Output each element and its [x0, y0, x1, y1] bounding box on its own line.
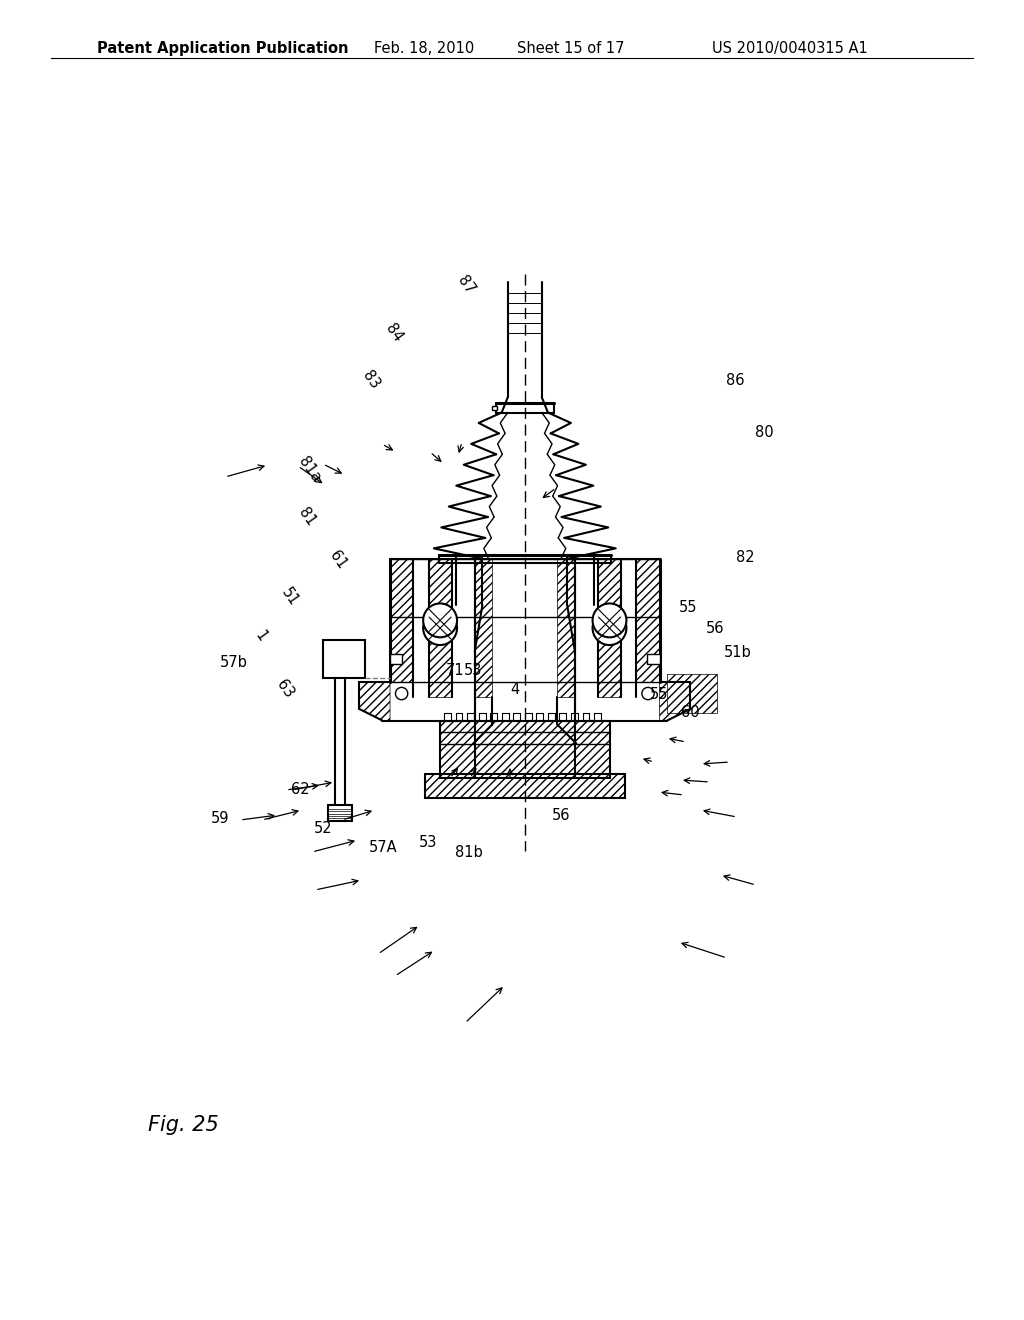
Polygon shape: [390, 558, 413, 616]
Circle shape: [423, 611, 457, 645]
Text: 81: 81: [296, 506, 318, 529]
Polygon shape: [492, 405, 497, 411]
Text: 60: 60: [681, 705, 699, 721]
Circle shape: [593, 603, 627, 638]
Circle shape: [395, 688, 408, 700]
Polygon shape: [440, 721, 609, 779]
Polygon shape: [637, 558, 659, 616]
Text: 56: 56: [552, 808, 570, 824]
Circle shape: [642, 688, 654, 700]
Text: 82: 82: [736, 549, 755, 565]
Text: 59: 59: [211, 810, 229, 826]
Text: 52: 52: [314, 821, 333, 837]
Text: 61: 61: [327, 548, 349, 572]
Text: 53: 53: [419, 834, 437, 850]
Text: 71: 71: [445, 663, 464, 678]
Text: 1: 1: [252, 628, 270, 644]
Polygon shape: [475, 558, 493, 697]
Text: 83: 83: [359, 368, 382, 392]
Text: 57A: 57A: [369, 840, 397, 855]
Text: 55: 55: [679, 599, 697, 615]
Polygon shape: [647, 655, 659, 664]
Text: US 2010/0040315 A1: US 2010/0040315 A1: [712, 41, 867, 55]
Polygon shape: [557, 558, 574, 697]
Polygon shape: [567, 558, 574, 651]
Text: 87: 87: [455, 273, 477, 297]
Text: 51: 51: [279, 585, 301, 609]
Text: 56: 56: [706, 620, 724, 636]
Text: Feb. 18, 2010: Feb. 18, 2010: [374, 41, 474, 55]
Text: 86: 86: [726, 372, 744, 388]
Text: Patent Application Publication: Patent Application Publication: [97, 41, 349, 55]
Polygon shape: [659, 682, 690, 721]
Polygon shape: [359, 682, 390, 721]
Polygon shape: [390, 655, 402, 664]
Text: 81b: 81b: [455, 845, 483, 861]
Text: 51b: 51b: [723, 644, 752, 660]
Text: 55: 55: [650, 686, 669, 702]
Text: 84: 84: [383, 321, 406, 345]
Text: 57b: 57b: [219, 655, 248, 671]
Circle shape: [593, 611, 627, 645]
Polygon shape: [637, 616, 659, 682]
Text: 62: 62: [291, 781, 309, 797]
Polygon shape: [429, 616, 452, 697]
Polygon shape: [598, 616, 621, 697]
Polygon shape: [425, 775, 625, 797]
Text: 4: 4: [510, 681, 520, 697]
Text: 80: 80: [755, 425, 773, 441]
Polygon shape: [390, 616, 413, 682]
Polygon shape: [668, 675, 717, 713]
Polygon shape: [323, 640, 365, 678]
Polygon shape: [323, 640, 365, 678]
Text: 81a: 81a: [295, 454, 324, 486]
Text: Fig. 25: Fig. 25: [148, 1114, 219, 1135]
Polygon shape: [429, 558, 452, 616]
Text: 53: 53: [464, 663, 482, 678]
Text: Sheet 15 of 17: Sheet 15 of 17: [517, 41, 625, 55]
Text: 63: 63: [273, 677, 296, 701]
Polygon shape: [598, 558, 621, 616]
Polygon shape: [475, 558, 482, 651]
Circle shape: [423, 603, 457, 638]
